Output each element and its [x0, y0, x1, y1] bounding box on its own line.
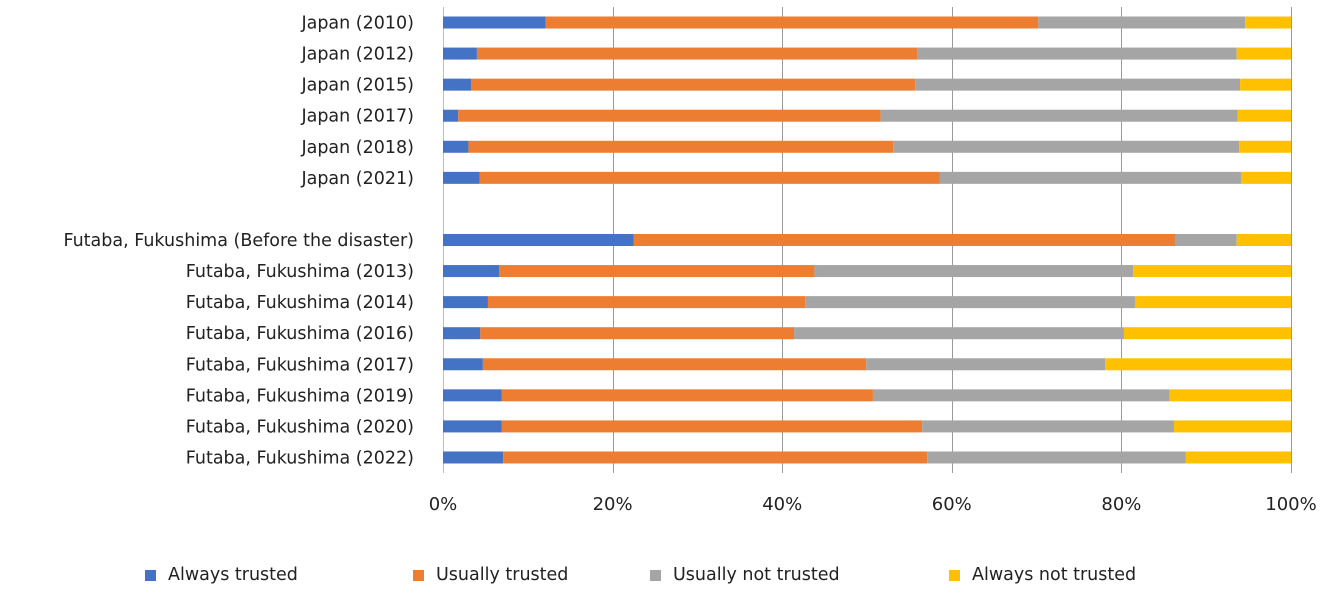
bar-segment [443, 451, 504, 464]
bar-segment [922, 420, 1174, 433]
bar-segment [443, 233, 634, 246]
legend: Always trusted Usually trusted Usually not… [0, 564, 1336, 586]
category-label: Futaba, Fukushima (2019) [186, 386, 414, 406]
category-label: Japan (2010) [300, 14, 414, 34]
category-labels: Japan (2010) Japan (2012) Japan (2015) Japa… [63, 14, 414, 469]
bar-segment [545, 16, 1039, 29]
x-tick-label: 0% [429, 494, 458, 515]
bar-segment [917, 47, 1237, 60]
bar-segment [443, 265, 499, 278]
bar-segment [482, 358, 867, 371]
bar-segment [479, 171, 940, 184]
bar-segment [1236, 47, 1291, 60]
bars [443, 16, 1291, 464]
bar-segment [927, 451, 1186, 464]
bar-segment [443, 358, 483, 371]
x-tick-label: 40% [762, 494, 802, 515]
legend-item: Always trusted [145, 564, 298, 586]
x-tick-label: 60% [932, 494, 972, 515]
bar-segment [1134, 296, 1291, 309]
bar-segment [880, 109, 1238, 122]
category-label: Japan (2017) [300, 107, 414, 127]
legend-swatch [413, 569, 424, 581]
legend-label: Usually trusted [436, 565, 569, 585]
bar-segment [939, 171, 1241, 184]
bar-segment [443, 140, 469, 153]
bar-segment [872, 389, 1170, 402]
legend-swatch [949, 569, 960, 581]
legend-swatch [650, 569, 661, 581]
bar-segment [1239, 140, 1291, 153]
bar-segment [498, 265, 815, 278]
category-label: Japan (2018) [300, 138, 414, 158]
bar-segment [1169, 389, 1291, 402]
bar-segment [805, 296, 1135, 309]
category-label: Futaba, Fukushima (Before the disaster) [63, 231, 414, 251]
bar-segment [866, 358, 1106, 371]
bar-segment [480, 327, 795, 340]
bar-segment [476, 47, 918, 60]
bar-segment [468, 140, 894, 153]
legend-label: Always not trusted [972, 565, 1137, 585]
x-tick-label: 100% [1265, 494, 1316, 515]
bar-segment [443, 16, 546, 29]
bar-segment [915, 78, 1241, 91]
category-label: Futaba, Fukushima (2022) [186, 448, 414, 468]
category-label: Futaba, Fukushima (2016) [186, 324, 414, 344]
bar-segment [443, 171, 480, 184]
bar-segment [501, 420, 923, 433]
category-label: Futaba, Fukushima (2013) [186, 262, 414, 282]
bar-segment [470, 78, 916, 91]
stacked-bar-chart: Japan (2010) Japan (2012) Japan (2015) Japa… [63, 7, 1317, 515]
bar-segment [1133, 265, 1291, 278]
legend-item: Always not trusted [949, 564, 1136, 586]
bar-segment [1175, 233, 1237, 246]
category-label: Japan (2012) [300, 45, 414, 65]
bar-segment [893, 140, 1240, 153]
legend-item: Usually trusted [413, 564, 568, 586]
bar-segment [458, 109, 881, 122]
legend-swatch [145, 569, 156, 581]
category-label: Futaba, Fukushima (2017) [186, 355, 414, 375]
bar-segment [1240, 171, 1291, 184]
bar-segment [443, 420, 502, 433]
bar-segment [814, 265, 1134, 278]
bar-segment [1245, 16, 1291, 29]
bar-segment [503, 451, 928, 464]
bar-segment [633, 233, 1176, 246]
x-tick-label: 20% [593, 494, 633, 515]
bar-segment [1105, 358, 1291, 371]
bar-segment [1236, 233, 1291, 246]
bar-segment [443, 296, 488, 309]
bar-segment [443, 47, 477, 60]
category-label: Japan (2015) [300, 76, 414, 96]
category-label: Futaba, Fukushima (2020) [186, 417, 414, 437]
legend-label: Always trusted [168, 565, 298, 585]
legend-item: Usually not trusted [650, 564, 840, 586]
bar-segment [1123, 327, 1291, 340]
legend-label: Usually not trusted [673, 565, 840, 585]
x-axis-tick-labels: 0% 20% 40% 60% 80% 100% [429, 494, 1317, 515]
bar-segment [1185, 451, 1291, 464]
bar-segment [443, 78, 471, 91]
category-label: Futaba, Fukushima (2014) [186, 293, 414, 313]
bar-segment [487, 296, 806, 309]
category-label: Japan (2021) [300, 169, 414, 189]
bar-segment [443, 389, 502, 402]
x-tick-label: 80% [1101, 494, 1141, 515]
bar-segment [443, 109, 459, 122]
bar-segment [443, 327, 481, 340]
bar-segment [1240, 78, 1291, 91]
bar-segment [794, 327, 1124, 340]
bar-segment [1237, 109, 1291, 122]
bar-segment [501, 389, 873, 402]
bar-segment [1173, 420, 1291, 433]
bar-segment [1038, 16, 1246, 29]
